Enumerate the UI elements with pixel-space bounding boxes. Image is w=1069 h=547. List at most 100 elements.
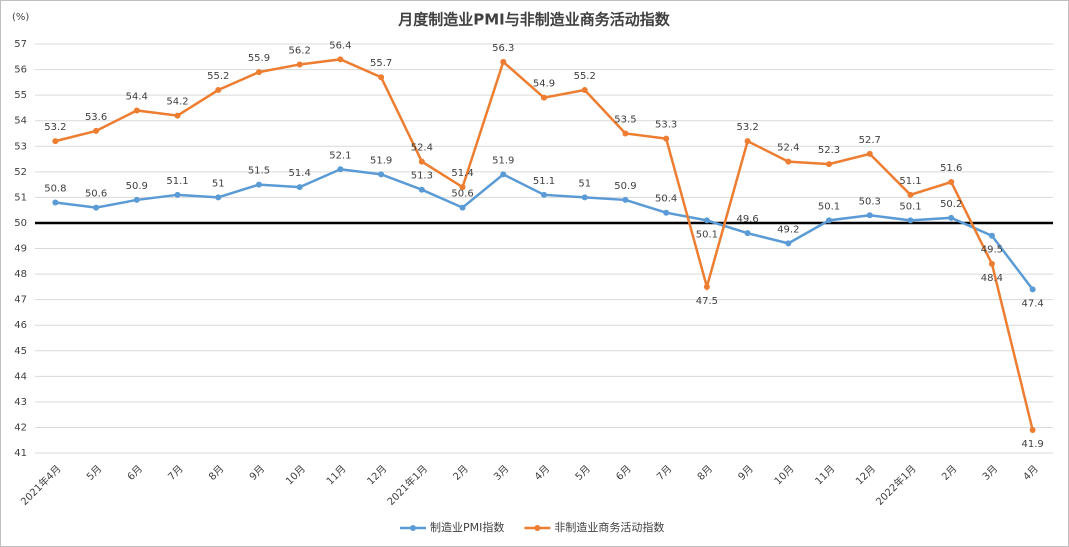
chart-title: 月度制造业PMI与非制造业商务活动指数 <box>397 11 671 29</box>
y-tick-label: 45 <box>14 346 27 357</box>
data-point <box>133 107 140 114</box>
data-label: 54.9 <box>533 79 555 90</box>
y-tick-label: 43 <box>14 397 27 408</box>
data-label: 56.3 <box>492 43 514 54</box>
data-label: 50.6 <box>85 189 107 200</box>
data-point <box>622 196 629 203</box>
data-point <box>744 230 751 237</box>
data-point <box>459 184 466 191</box>
data-point <box>744 138 751 145</box>
data-label: 51.4 <box>289 168 311 179</box>
data-point <box>296 184 303 191</box>
data-label: 50.1 <box>899 201 921 212</box>
data-point <box>866 212 873 219</box>
data-point <box>255 69 262 76</box>
data-label: 54.4 <box>126 91 148 102</box>
data-point <box>500 58 507 65</box>
data-point <box>174 191 181 198</box>
y-tick-label: 47 <box>14 295 27 306</box>
data-label: 56.2 <box>289 45 311 56</box>
data-label: 54.2 <box>166 97 188 108</box>
data-label: 51.6 <box>940 163 962 174</box>
data-point <box>948 214 955 221</box>
y-tick-label: 51 <box>14 192 27 203</box>
data-label: 52.1 <box>329 150 351 161</box>
data-point <box>93 127 100 134</box>
data-label: 50.8 <box>44 183 66 194</box>
data-point <box>948 179 955 186</box>
data-point <box>337 166 344 173</box>
data-label: 56.4 <box>329 40 351 51</box>
y-tick-label: 57 <box>14 39 27 50</box>
data-point <box>378 171 385 178</box>
data-point <box>541 191 547 198</box>
data-point <box>988 260 995 267</box>
data-label: 41.9 <box>1022 439 1044 450</box>
data-point <box>215 87 222 94</box>
data-label: 55.2 <box>574 71 596 82</box>
data-label: 47.5 <box>696 296 718 307</box>
data-point <box>459 204 466 211</box>
data-point <box>785 240 792 247</box>
data-point <box>418 186 425 193</box>
data-point <box>378 74 385 81</box>
data-label: 51.1 <box>899 176 921 187</box>
data-label: 49.6 <box>736 214 758 225</box>
data-point <box>907 191 914 198</box>
data-label: 51.5 <box>248 166 270 177</box>
data-label: 51.1 <box>533 176 555 187</box>
y-tick-label: 54 <box>14 116 27 127</box>
data-point <box>174 112 181 119</box>
data-point <box>703 217 710 224</box>
data-label: 50.9 <box>126 181 148 192</box>
data-point <box>907 217 914 224</box>
data-point <box>581 87 588 94</box>
legend-marker <box>534 525 541 531</box>
data-label: 51 <box>212 178 225 189</box>
data-label: 55.2 <box>207 71 229 82</box>
data-point <box>826 161 833 168</box>
data-point <box>133 196 140 203</box>
data-label: 51.9 <box>370 155 392 166</box>
y-tick-label: 42 <box>14 422 27 433</box>
data-point <box>866 150 873 157</box>
data-point <box>255 181 262 188</box>
data-label: 51.9 <box>492 155 514 166</box>
data-label: 53.2 <box>736 122 758 133</box>
y-tick-label: 41 <box>14 448 27 459</box>
data-label: 53.2 <box>44 122 66 133</box>
data-point <box>1029 286 1036 293</box>
y-tick-label: 55 <box>14 90 27 101</box>
data-point <box>215 194 222 201</box>
data-label: 52.3 <box>818 145 840 156</box>
data-point <box>663 135 670 142</box>
data-point <box>988 232 995 239</box>
legend-marker <box>410 525 416 531</box>
data-point <box>622 130 629 137</box>
legend-label: 非制造业商务活动指数 <box>554 520 664 534</box>
data-label: 51.4 <box>451 168 473 179</box>
data-point <box>500 171 507 178</box>
data-point <box>337 56 344 63</box>
data-point <box>52 138 59 145</box>
data-label: 51.1 <box>166 176 188 187</box>
data-point <box>1029 426 1036 433</box>
data-label: 48.4 <box>981 273 1003 284</box>
data-label: 50.3 <box>859 196 881 207</box>
data-point <box>52 199 59 206</box>
data-point <box>93 204 100 211</box>
data-label: 55.7 <box>370 58 392 69</box>
data-label: 50.9 <box>614 181 636 192</box>
y-tick-label: 53 <box>14 141 27 152</box>
data-label: 49.2 <box>777 224 799 235</box>
data-point <box>703 283 710 290</box>
y-tick-label: 44 <box>14 371 27 382</box>
y-tick-label: 56 <box>14 65 27 76</box>
data-point <box>826 217 833 224</box>
y-tick-label: 50 <box>14 218 27 229</box>
data-label: 50.6 <box>451 189 473 200</box>
data-label: 53.3 <box>655 120 677 131</box>
data-point <box>541 94 547 101</box>
legend-label: 制造业PMI指数 <box>430 520 504 534</box>
